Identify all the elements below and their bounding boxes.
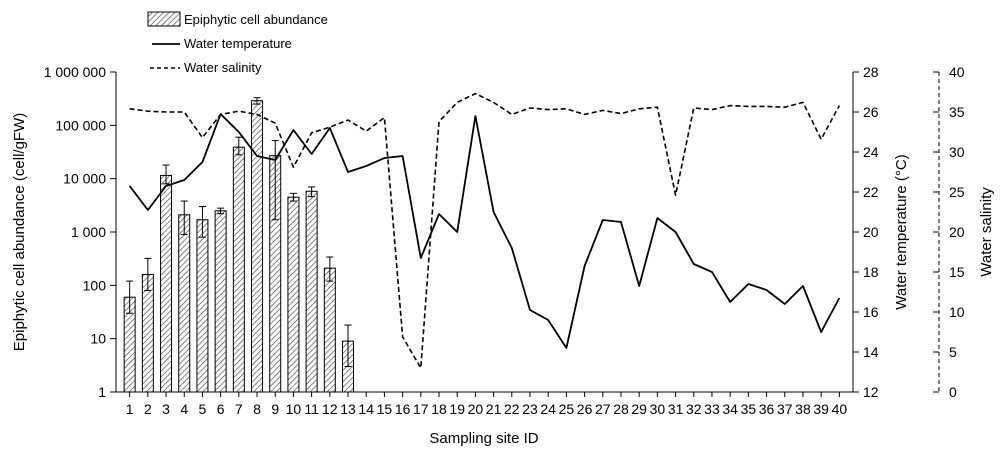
- x-tick-label: 8: [253, 401, 261, 417]
- abundance-bars: [123, 97, 355, 393]
- legend-bar-swatch: [147, 11, 181, 27]
- y-salinity-tick-label: 0: [949, 384, 957, 400]
- y-temperature-tick-label: 22: [863, 184, 879, 200]
- y-temperature-tick-label: 28: [863, 64, 879, 80]
- legend-label-temperature: Water temperature: [184, 36, 292, 51]
- abundance-bar: [251, 100, 264, 393]
- y-temperature-tick-label: 18: [863, 264, 879, 280]
- y-left-tick-label: 1 000 000: [44, 64, 106, 80]
- x-tick-label: 26: [577, 401, 593, 417]
- legend-label-salinity: Water salinity: [184, 60, 262, 75]
- temperature-line: [128, 113, 841, 349]
- abundance-bar: [214, 210, 227, 393]
- y-temperature-tick-label: 12: [863, 384, 879, 400]
- x-tick-label: 4: [180, 401, 188, 417]
- x-tick-label: 2: [144, 401, 152, 417]
- y-temperature-tick-label: 24: [863, 144, 879, 160]
- y-salinity-tick-label: 10: [949, 304, 965, 320]
- x-tick-label: 20: [468, 401, 484, 417]
- x-ticks: 1 2 3 4 5 6 7 8 9 10 11 12 13 14 15 16 17 18 19 20 21 22 23 24 2…: [126, 392, 848, 417]
- x-tick-label: 25: [559, 401, 575, 417]
- x-tick-label: 7: [235, 401, 243, 417]
- abundance-bar: [160, 174, 173, 393]
- x-tick-label: 13: [340, 401, 356, 417]
- x-tick-label: 31: [668, 401, 684, 417]
- x-tick-label: 10: [286, 401, 302, 417]
- y-temperature-tick-label: 26: [863, 104, 879, 120]
- y-salinity-tick-label: 25: [949, 184, 965, 200]
- abundance-bar: [305, 190, 318, 393]
- y-salinity-tick-label: 40: [949, 64, 965, 80]
- abundance-bar: [287, 196, 300, 393]
- y-salinity-tick-label: 5: [949, 344, 957, 360]
- y-salinity-tick-label: 35: [949, 104, 965, 120]
- x-tick-label: 18: [431, 401, 447, 417]
- y-salinity-tick-label: 15: [949, 264, 965, 280]
- y-left-tick-label: 10 000: [63, 171, 106, 187]
- x-tick-label: 34: [722, 401, 738, 417]
- x-tick-label: 14: [358, 401, 374, 417]
- y-left-tick-label: 1 000: [71, 224, 106, 240]
- x-tick-label: 9: [271, 401, 279, 417]
- x-tick-label: 1: [126, 401, 134, 417]
- y-left-tick-label: 1: [98, 384, 106, 400]
- salinity-line: [129, 92, 841, 369]
- abundance-bar: [196, 219, 209, 393]
- x-tick-label: 24: [540, 401, 556, 417]
- x-tick-label: 36: [759, 401, 775, 417]
- x-tick-label: 17: [413, 401, 429, 417]
- x-tick-label: 32: [686, 401, 702, 417]
- y-temperature-ticks: 12 14 16 18 20 22 24 26 28: [853, 64, 879, 400]
- abundance-bar: [323, 267, 336, 393]
- y-salinity-ticks: 0 5 10 15 20 25 30 35 40: [933, 64, 965, 400]
- abundance-bar: [141, 273, 154, 393]
- x-tick-label: 12: [322, 401, 338, 417]
- y-left-ticks: 1 10 100 1 000 10 000 100 000 1 000 000: [44, 64, 116, 400]
- x-tick-label: 38: [795, 401, 811, 417]
- x-tick-label: 5: [199, 401, 207, 417]
- legend: Epiphytic cell abundance Water temperatu…: [147, 11, 328, 75]
- x-tick-label: 22: [504, 401, 520, 417]
- x-tick-label: 35: [741, 401, 757, 417]
- x-tick-label: 39: [813, 401, 829, 417]
- y-temperature-tick-label: 20: [863, 224, 879, 240]
- y-left-axis-title: Epiphytic cell abundance (cell/gFW): [11, 113, 28, 351]
- x-tick-label: 29: [631, 401, 647, 417]
- x-axis-title: Sampling site ID: [429, 430, 538, 447]
- y-salinity-tick-label: 20: [949, 224, 965, 240]
- x-tick-label: 40: [832, 401, 848, 417]
- line-series: [128, 92, 841, 369]
- x-tick-label: 27: [595, 401, 611, 417]
- x-tick-label: 16: [395, 401, 411, 417]
- x-tick-label: 30: [650, 401, 666, 417]
- x-tick-label: 23: [522, 401, 538, 417]
- x-tick-label: 33: [704, 401, 720, 417]
- y-temperature-tick-label: 14: [863, 344, 879, 360]
- x-tick-label: 37: [777, 401, 793, 417]
- y-temperature-tick-label: 16: [863, 304, 879, 320]
- x-tick-label: 28: [613, 401, 629, 417]
- x-tick-label: 11: [304, 401, 319, 417]
- x-tick-label: 3: [162, 401, 170, 417]
- y-left-tick-label: 100 000: [55, 117, 106, 133]
- x-tick-label: 19: [449, 401, 465, 417]
- x-tick-label: 21: [486, 401, 502, 417]
- legend-label-abundance: Epiphytic cell abundance: [184, 12, 328, 27]
- y-left-tick-label: 100: [83, 277, 107, 293]
- y-temperature-axis-title: Water temperature (°C): [893, 154, 910, 309]
- y-salinity-tick-label: 30: [949, 144, 965, 160]
- x-tick-label: 6: [217, 401, 225, 417]
- y-left-tick-label: 10: [90, 331, 106, 347]
- abundance-bar: [178, 214, 191, 393]
- abundance-bar: [232, 146, 245, 393]
- x-tick-label: 15: [377, 401, 393, 417]
- y-salinity-axis-title: Water salinity: [978, 187, 995, 277]
